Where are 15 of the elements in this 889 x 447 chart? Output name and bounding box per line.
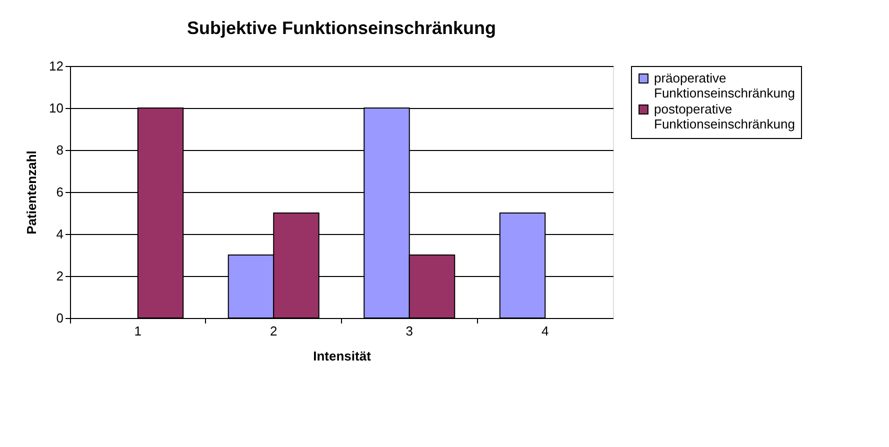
y-tick-label: 8 bbox=[56, 142, 64, 158]
y-tick-label: 12 bbox=[49, 58, 64, 74]
y-tick-label: 0 bbox=[56, 310, 64, 326]
x-tick-label: 4 bbox=[542, 324, 549, 338]
x-axis-title: Intensität bbox=[313, 348, 372, 364]
x-tick-label: 3 bbox=[406, 324, 413, 338]
legend-label: postoperative Funktionseinschränkung bbox=[654, 102, 795, 132]
y-tick-label: 10 bbox=[49, 100, 64, 116]
x-tick-label: 2 bbox=[270, 324, 278, 338]
y-tick-label: 4 bbox=[56, 226, 64, 242]
y-tick-label: 6 bbox=[56, 184, 64, 200]
x-tick-label: 1 bbox=[134, 324, 142, 338]
y-axis-title: Patientenzahl bbox=[24, 150, 40, 234]
chart-title: Subjektive Funktionseinschränkung bbox=[186, 18, 496, 38]
y-tick-label: 2 bbox=[56, 268, 64, 284]
